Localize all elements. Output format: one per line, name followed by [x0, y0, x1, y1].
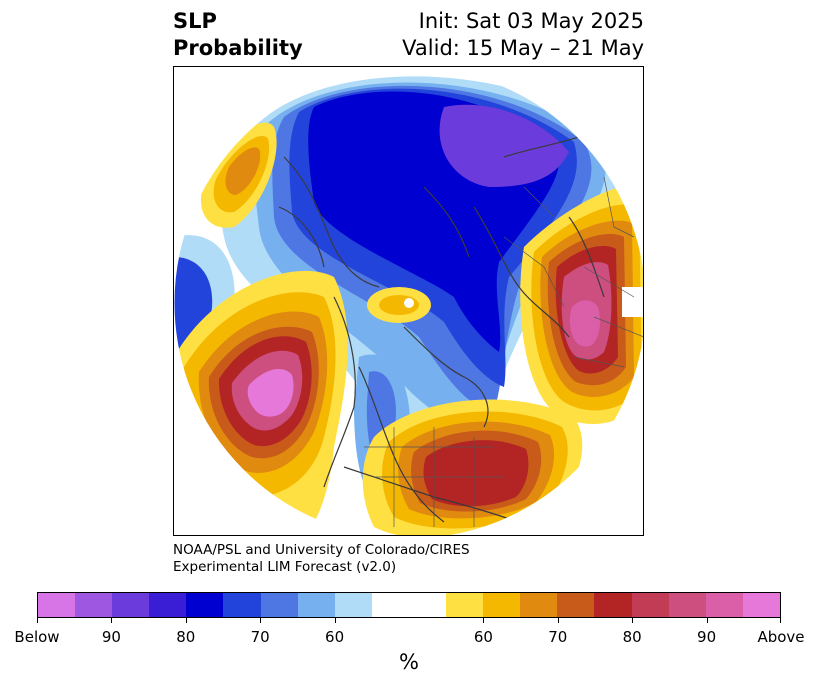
colorbar-tick — [185, 618, 187, 623]
colorbar-tick-label: 90 — [101, 628, 121, 646]
title-line-probability: Probability — [173, 36, 303, 60]
colorbar-tick — [706, 618, 708, 623]
colorbar-swatch — [112, 593, 150, 617]
colorbar-tick — [632, 618, 634, 623]
credit-text: NOAA/PSL and University of Colorado/CIRE… — [173, 542, 470, 576]
region-arctic-gap — [404, 298, 414, 308]
title-line-slp: SLP — [173, 9, 217, 33]
colorbar — [37, 592, 781, 618]
colorbar-tick — [557, 618, 559, 623]
colorbar-tick — [111, 618, 113, 623]
colorbar-tick — [780, 618, 781, 623]
colorbar-swatch — [297, 593, 335, 617]
colorbar-swatch — [38, 593, 76, 617]
colorbar-ticks: Below 90 80 70 60 60 70 80 90 Above — [14, 618, 805, 648]
valid-range: Valid: 15 May – 21 May — [402, 36, 644, 60]
colorbar-swatch — [631, 593, 669, 617]
region-eu-gap — [622, 287, 643, 317]
polar-map-svg — [174, 67, 643, 535]
colorbar-swatch — [371, 593, 409, 617]
colorbar-tick-label: 60 — [473, 628, 493, 646]
colorbar-swatch — [668, 593, 706, 617]
figure-title: SLP Probability — [173, 8, 303, 62]
credit-line-2: Experimental LIM Forecast (v2.0) — [173, 559, 397, 575]
credit-line-1: NOAA/PSL and University of Colorado/CIRE… — [173, 542, 470, 558]
colorbar-tick — [260, 618, 262, 623]
polar-map — [173, 66, 644, 536]
colorbar-tick-label: Above — [757, 628, 805, 646]
colorbar-swatch — [149, 593, 187, 617]
colorbar-tick-label: 90 — [697, 628, 717, 646]
colorbar-tick-label: Below — [14, 628, 60, 646]
colorbar-swatch — [75, 593, 113, 617]
region-above-nw-3 — [225, 147, 261, 195]
colorbar-swatch — [705, 593, 743, 617]
region-above-eu-7 — [569, 300, 600, 347]
colorbar-swatch — [742, 593, 780, 617]
region-above-pac-7 — [247, 369, 294, 417]
colorbar-swatch — [446, 593, 484, 617]
colorbar-tick-label: 70 — [250, 628, 270, 646]
init-date: Init: Sat 03 May 2025 — [418, 9, 644, 33]
forecast-dates: Init: Sat 03 May 2025 Valid: 15 May – 21… — [402, 8, 644, 62]
colorbar-swatch — [260, 593, 298, 617]
colorbar-tick — [334, 618, 336, 623]
colorbar-swatch — [334, 593, 372, 617]
colorbar-swatch — [520, 593, 558, 617]
colorbar-swatch — [557, 593, 595, 617]
colorbar-tick — [37, 618, 38, 623]
colorbar-swatch — [223, 593, 261, 617]
colorbar-swatch — [186, 593, 224, 617]
region-above-us-5 — [423, 440, 529, 507]
colorbar-tick — [483, 618, 485, 623]
colorbar-tick-label: 70 — [548, 628, 568, 646]
colorbar-unit-label: % — [399, 650, 419, 674]
colorbar-tick-label: 60 — [325, 628, 345, 646]
colorbar-swatch — [594, 593, 632, 617]
borders — [364, 176, 643, 527]
colorbar-swatch — [483, 593, 521, 617]
colorbar-swatch — [408, 593, 447, 617]
colorbar-tick-label: 80 — [176, 628, 196, 646]
region-below-6 — [439, 104, 569, 187]
colorbar-tick-label: 80 — [622, 628, 642, 646]
probability-field — [174, 67, 643, 535]
